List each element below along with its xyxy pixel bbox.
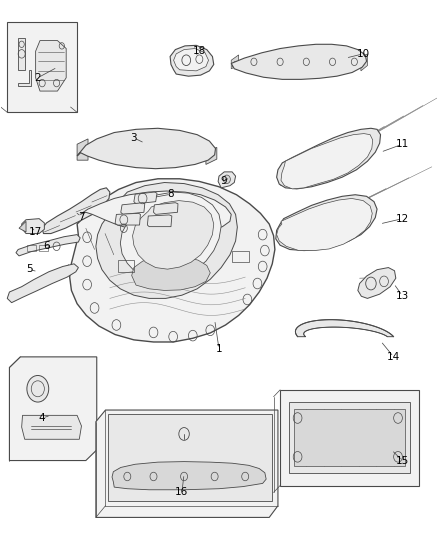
Polygon shape [277,198,372,251]
Polygon shape [173,49,208,71]
Polygon shape [77,139,88,160]
Text: 12: 12 [396,214,409,224]
Polygon shape [77,128,215,168]
Text: 9: 9 [220,176,227,187]
Polygon shape [281,134,373,189]
Text: 5: 5 [26,264,32,274]
Polygon shape [10,357,97,461]
Bar [232,251,249,262]
Text: 10: 10 [357,49,370,59]
Bar [39,245,48,251]
Polygon shape [115,213,141,225]
Text: 14: 14 [387,352,400,362]
Polygon shape [153,203,178,214]
Polygon shape [280,390,419,486]
Text: 7: 7 [78,212,85,222]
Text: 3: 3 [131,133,137,143]
Text: 4: 4 [39,413,46,423]
Polygon shape [121,203,145,214]
Text: 8: 8 [168,189,174,199]
Polygon shape [35,41,66,91]
Text: 1: 1 [215,344,223,354]
Polygon shape [170,45,214,76]
Polygon shape [132,256,210,290]
Polygon shape [133,200,214,269]
Polygon shape [134,192,157,204]
Text: 6: 6 [43,241,50,251]
Polygon shape [42,188,110,233]
Polygon shape [295,320,394,337]
Polygon shape [358,268,396,298]
Polygon shape [96,182,237,298]
Text: 11: 11 [396,139,409,149]
Polygon shape [47,430,58,438]
Bar [118,260,134,272]
Text: 16: 16 [175,488,188,497]
Polygon shape [231,55,239,69]
Polygon shape [19,221,26,232]
Bar [27,245,35,251]
Polygon shape [21,219,44,233]
Polygon shape [70,179,275,342]
Polygon shape [18,38,25,70]
Circle shape [27,375,49,402]
Text: 18: 18 [193,46,206,56]
Polygon shape [21,415,81,439]
Polygon shape [277,128,381,189]
Polygon shape [7,22,77,112]
Polygon shape [18,70,31,86]
Text: 13: 13 [396,290,409,301]
Polygon shape [120,192,221,280]
Polygon shape [231,44,367,79]
Polygon shape [294,409,405,466]
Text: 15: 15 [396,456,409,465]
Polygon shape [16,235,80,256]
Polygon shape [80,191,231,233]
Polygon shape [108,414,272,502]
Polygon shape [206,148,217,165]
Polygon shape [218,172,236,188]
Polygon shape [7,264,78,303]
Circle shape [223,175,230,183]
Polygon shape [96,410,278,518]
Polygon shape [361,54,367,71]
Text: 17: 17 [29,227,42,237]
Polygon shape [276,195,377,251]
Text: 2: 2 [35,73,41,83]
Polygon shape [289,402,410,473]
Polygon shape [148,215,172,227]
Polygon shape [112,462,266,490]
